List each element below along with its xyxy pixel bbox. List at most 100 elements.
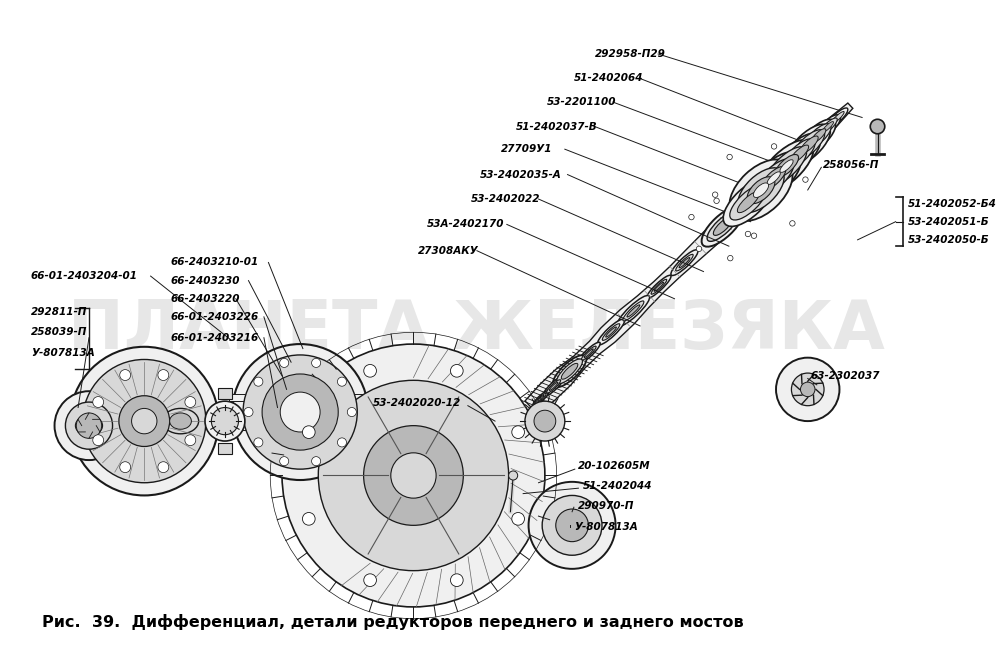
Circle shape — [870, 119, 885, 134]
Circle shape — [800, 382, 815, 397]
Text: 53-2402020-12: 53-2402020-12 — [373, 398, 461, 408]
Text: 53-2201100: 53-2201100 — [547, 97, 616, 107]
Ellipse shape — [723, 178, 773, 226]
Text: 66-2403220: 66-2403220 — [171, 293, 240, 304]
Ellipse shape — [730, 184, 767, 220]
Ellipse shape — [774, 155, 799, 178]
Circle shape — [512, 513, 524, 525]
Circle shape — [727, 154, 732, 159]
Text: 53-2402050-Б: 53-2402050-Б — [907, 234, 989, 245]
Text: ПЛАНЕТА ЖЕЛЕЗЯКА: ПЛАНЕТА ЖЕЛЕЗЯКА — [68, 297, 885, 363]
Polygon shape — [229, 423, 371, 430]
Ellipse shape — [549, 383, 558, 391]
Circle shape — [93, 397, 104, 407]
Circle shape — [55, 391, 123, 460]
Circle shape — [280, 358, 289, 367]
Polygon shape — [525, 103, 853, 414]
Text: 53-2402022: 53-2402022 — [471, 194, 540, 204]
Circle shape — [211, 407, 239, 435]
Text: 51-2402064: 51-2402064 — [574, 74, 643, 84]
Circle shape — [337, 438, 346, 447]
Ellipse shape — [827, 108, 848, 127]
Text: 66-01-2403204-01: 66-01-2403204-01 — [31, 271, 138, 281]
Ellipse shape — [538, 395, 544, 401]
Ellipse shape — [536, 393, 546, 403]
Ellipse shape — [747, 177, 775, 204]
Ellipse shape — [623, 301, 644, 321]
Ellipse shape — [676, 255, 693, 271]
Ellipse shape — [654, 282, 664, 291]
Circle shape — [280, 392, 320, 432]
Text: 66-01-2403216: 66-01-2403216 — [171, 333, 259, 343]
Circle shape — [93, 435, 104, 446]
Text: 51-2402052-Б4: 51-2402052-Б4 — [907, 198, 996, 208]
Ellipse shape — [606, 327, 616, 337]
Ellipse shape — [800, 136, 818, 154]
Ellipse shape — [811, 129, 826, 143]
Text: 27308АКУ: 27308АКУ — [418, 246, 479, 256]
Ellipse shape — [806, 124, 831, 148]
Text: 51-2402044: 51-2402044 — [583, 481, 652, 491]
Ellipse shape — [584, 349, 593, 358]
Circle shape — [689, 214, 694, 220]
Circle shape — [158, 370, 169, 381]
Ellipse shape — [647, 275, 671, 298]
Circle shape — [312, 358, 321, 367]
Circle shape — [347, 407, 356, 417]
Circle shape — [542, 495, 602, 555]
Circle shape — [791, 373, 824, 406]
Circle shape — [132, 409, 157, 433]
Circle shape — [771, 143, 777, 149]
Circle shape — [243, 355, 357, 469]
Ellipse shape — [823, 121, 834, 132]
Circle shape — [337, 377, 346, 386]
Circle shape — [509, 471, 518, 480]
Circle shape — [254, 377, 263, 386]
Ellipse shape — [787, 124, 830, 165]
Circle shape — [745, 231, 751, 237]
Ellipse shape — [831, 111, 844, 124]
Circle shape — [205, 401, 245, 441]
Ellipse shape — [753, 183, 769, 198]
Circle shape — [450, 364, 463, 377]
Ellipse shape — [651, 279, 667, 294]
Circle shape — [158, 462, 169, 472]
Ellipse shape — [557, 359, 582, 384]
Ellipse shape — [627, 305, 640, 317]
Ellipse shape — [744, 186, 765, 206]
Polygon shape — [218, 389, 232, 399]
Circle shape — [83, 360, 206, 483]
Circle shape — [751, 233, 757, 239]
Polygon shape — [229, 394, 371, 401]
Ellipse shape — [553, 355, 586, 387]
Ellipse shape — [671, 250, 698, 275]
Ellipse shape — [702, 206, 744, 247]
Ellipse shape — [170, 413, 191, 429]
Circle shape — [450, 574, 463, 586]
Circle shape — [76, 413, 102, 438]
Circle shape — [512, 426, 524, 438]
Circle shape — [302, 513, 315, 525]
Ellipse shape — [749, 190, 761, 202]
Circle shape — [728, 255, 733, 261]
Ellipse shape — [617, 295, 650, 326]
Text: 258056-П: 258056-П — [823, 159, 880, 170]
Circle shape — [120, 462, 131, 472]
Text: 66-01-2403226: 66-01-2403226 — [171, 312, 259, 322]
Circle shape — [525, 401, 565, 441]
Polygon shape — [218, 443, 232, 454]
Ellipse shape — [767, 172, 780, 184]
Circle shape — [803, 177, 808, 182]
Ellipse shape — [773, 141, 812, 179]
Ellipse shape — [729, 159, 793, 221]
Ellipse shape — [533, 391, 549, 406]
Ellipse shape — [707, 212, 738, 241]
Ellipse shape — [713, 218, 732, 235]
Circle shape — [302, 426, 315, 438]
Ellipse shape — [801, 119, 836, 152]
Ellipse shape — [543, 376, 564, 397]
Ellipse shape — [766, 147, 807, 186]
Circle shape — [120, 370, 131, 381]
Ellipse shape — [561, 363, 578, 379]
Text: 258039-П: 258039-П — [31, 327, 87, 337]
